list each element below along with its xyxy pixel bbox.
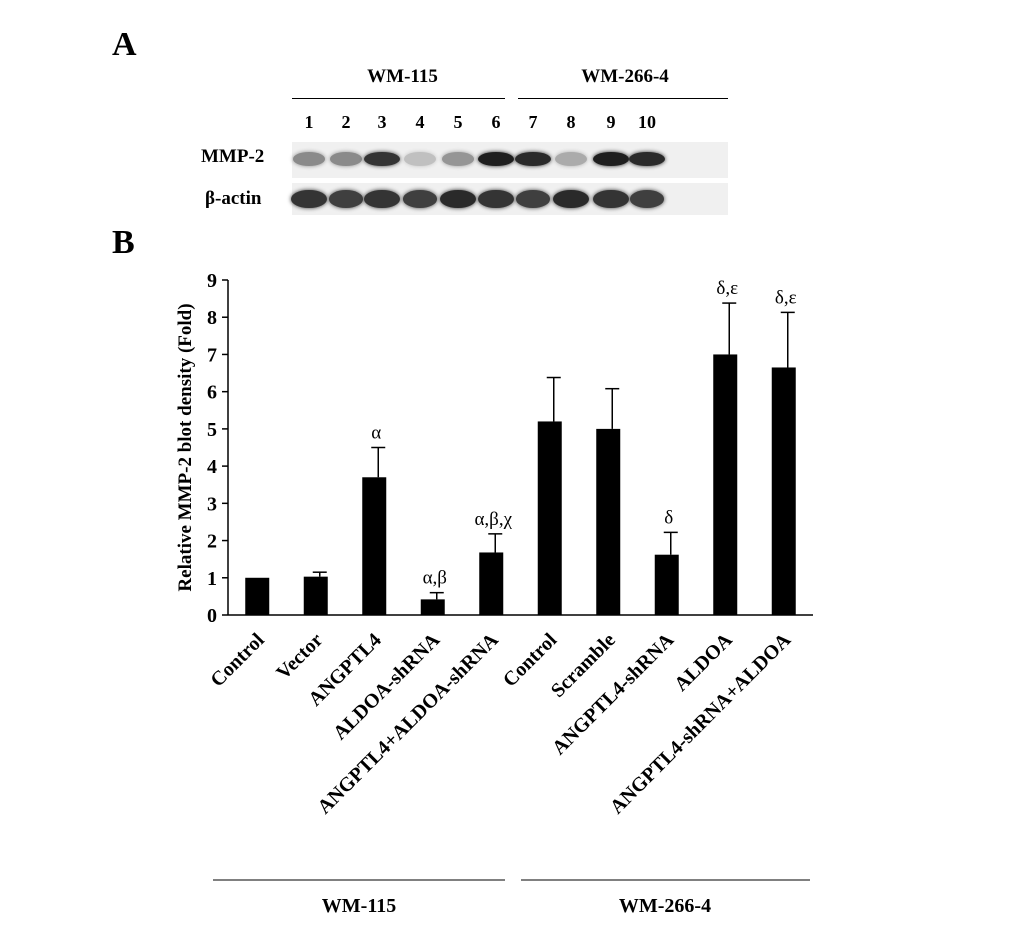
blot-label-beta-actin: β-actin bbox=[205, 188, 262, 209]
x-tick-label: ALDOA-shRNA bbox=[329, 629, 445, 745]
beta-actin-band bbox=[291, 190, 327, 208]
panel-a-group-label-wm115: WM-115 bbox=[367, 66, 438, 87]
mmp2-band bbox=[515, 152, 551, 166]
mmp2-band bbox=[593, 152, 629, 166]
y-tick-label: 6 bbox=[207, 382, 217, 404]
x-tick-label: Vector bbox=[272, 629, 327, 684]
y-tick-label: 7 bbox=[207, 344, 217, 366]
blot-label-mmp2: MMP-2 bbox=[201, 146, 265, 167]
bars: α α,β α,β,χ δ δ,ε δ,ε bbox=[245, 278, 797, 615]
beta-actin-band bbox=[593, 190, 629, 208]
bar bbox=[303, 576, 328, 615]
x-tick-label: Control bbox=[206, 629, 269, 692]
panel-b-group-label-wm115: WM-115 bbox=[322, 895, 396, 917]
significance-annotation: α,β,χ bbox=[474, 509, 512, 530]
lane-number: 8 bbox=[566, 112, 576, 132]
significance-annotation: δ,ε bbox=[775, 287, 797, 308]
panel-b-letter: B bbox=[112, 224, 135, 261]
x-tick-labels: Control VectorANGPTL4ALDOA-shRNAANGPTL4+A… bbox=[206, 629, 795, 819]
y-tick-label: 2 bbox=[207, 531, 217, 553]
lane-number: 1 bbox=[304, 112, 314, 132]
bar bbox=[713, 354, 738, 615]
beta-actin-band bbox=[629, 190, 665, 208]
significance-annotation: α bbox=[371, 423, 381, 444]
lane-number: 7 bbox=[528, 112, 538, 132]
bar bbox=[245, 577, 270, 615]
y-tick-label: 8 bbox=[207, 307, 217, 329]
y-tick-label: 1 bbox=[207, 568, 217, 590]
panel-a-group-label-wm266: WM-266-4 bbox=[581, 66, 669, 87]
beta-actin-band bbox=[402, 190, 438, 208]
significance-annotation: δ,ε bbox=[716, 278, 738, 299]
significance-annotation: α,β bbox=[423, 568, 447, 589]
y-tick-label: 9 bbox=[207, 270, 217, 292]
mmp2-band bbox=[555, 152, 587, 166]
bar bbox=[420, 599, 445, 615]
bar bbox=[362, 477, 387, 615]
mmp2-band bbox=[629, 152, 665, 166]
panel-a-group-rule-wm266 bbox=[518, 98, 728, 99]
lane-number: 5 bbox=[453, 112, 463, 132]
beta-actin-band bbox=[478, 190, 514, 208]
bar bbox=[596, 428, 621, 615]
bar bbox=[537, 421, 562, 615]
lane-number: 6 bbox=[491, 112, 501, 132]
y-tick-label: 5 bbox=[207, 419, 217, 441]
y-tick-label: 3 bbox=[207, 493, 217, 515]
lane-number: 10 bbox=[638, 112, 656, 132]
panel-a-group-rule-wm115 bbox=[292, 98, 505, 99]
beta-actin-band bbox=[515, 190, 551, 208]
bar bbox=[479, 552, 504, 615]
lane-number: 2 bbox=[341, 112, 351, 132]
mmp2-band bbox=[404, 152, 436, 166]
y-tick-label: 4 bbox=[207, 456, 217, 478]
bar bbox=[771, 367, 796, 615]
mmp2-band bbox=[329, 152, 363, 166]
y-tick-label: 0 bbox=[207, 605, 217, 627]
bar bbox=[654, 554, 679, 615]
y-axis-label: Relative MMP-2 blot density (Fold) bbox=[175, 303, 196, 591]
mmp2-band bbox=[441, 152, 475, 166]
lane-number: 4 bbox=[415, 112, 425, 132]
mmp2-band bbox=[478, 152, 514, 166]
panel-b-group-label-wm266: WM-266-4 bbox=[619, 895, 711, 917]
lane-number: 9 bbox=[606, 112, 616, 132]
beta-actin-band bbox=[364, 190, 400, 208]
mmp2-band bbox=[292, 152, 326, 166]
beta-actin-band bbox=[328, 190, 364, 208]
lane-number: 3 bbox=[377, 112, 387, 132]
y-ticks: 0 1 2 3 4 5 6 7 8 9 bbox=[207, 270, 228, 627]
significance-annotation: δ bbox=[664, 507, 673, 528]
beta-actin-band bbox=[440, 190, 476, 208]
beta-actin-band bbox=[553, 190, 589, 208]
panel-a-letter: A bbox=[112, 26, 137, 63]
mmp2-band bbox=[364, 152, 400, 166]
